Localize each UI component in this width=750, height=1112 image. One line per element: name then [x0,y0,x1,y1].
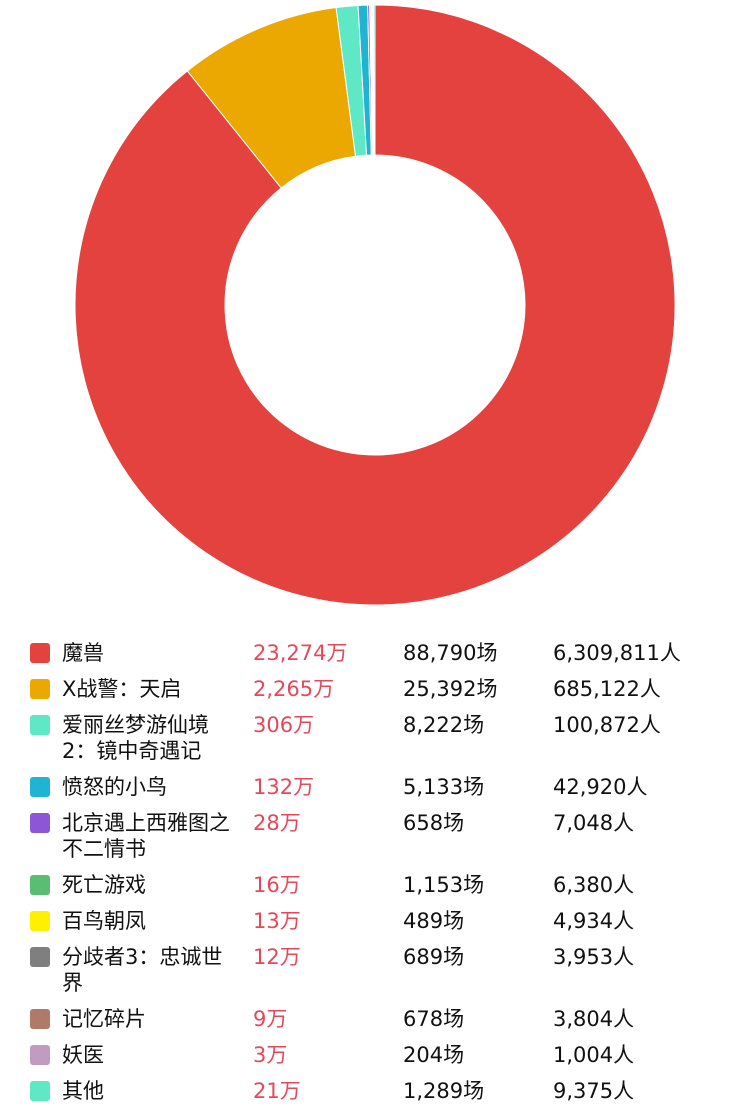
slice-0[interactable] [74,4,676,606]
legend-name: 愤怒的小鸟 [62,775,167,799]
legend-revenue: 23,274万 [253,641,348,665]
legend-swatch [30,875,50,895]
legend-swatch [30,911,50,931]
legend-shows: 25,392场 [403,677,498,701]
legend-revenue: 13万 [253,909,301,933]
legend-swatch [30,777,50,797]
legend-viewers: 4,934人 [553,909,635,933]
legend-name: 爱丽丝梦游仙境2：镜中奇遇记 [62,713,209,763]
legend-name: 分歧者3：忠诚世界 [62,945,223,995]
slice-10[interactable] [372,4,376,156]
legend-name: 百鸟朝凤 [62,909,146,933]
legend-swatch [30,643,50,663]
legend-shows: 689场 [403,945,465,969]
legend-swatch [30,947,50,967]
donut-chart [74,4,676,606]
legend-swatch [30,1009,50,1029]
legend-revenue: 306万 [253,713,315,737]
legend-revenue: 9万 [253,1007,288,1031]
legend-revenue: 12万 [253,945,301,969]
legend-viewers: 7,048人 [553,811,635,835]
legend-revenue: 132万 [253,775,315,799]
legend-viewers: 685,122人 [553,677,661,701]
legend-viewers: 6,380人 [553,873,635,897]
legend-shows: 5,133场 [403,775,485,799]
legend-viewers: 42,920人 [553,775,648,799]
legend-shows: 1,289场 [403,1079,485,1103]
legend-swatch [30,715,50,735]
legend-name: 北京遇上西雅图之不二情书 [62,811,230,861]
legend-shows: 658场 [403,811,465,835]
legend-revenue: 2,265万 [253,677,335,701]
legend-shows: 1,153场 [403,873,485,897]
legend-shows: 88,790场 [403,641,498,665]
legend-name: X战警：天启 [62,677,182,701]
legend-shows: 204场 [403,1043,465,1067]
legend-shows: 8,222场 [403,713,485,737]
legend-revenue: 3万 [253,1043,288,1067]
legend-viewers: 100,872人 [553,713,661,737]
legend-swatch [30,1081,50,1101]
legend-viewers: 6,309,811人 [553,641,681,665]
legend-swatch [30,1045,50,1065]
legend-name: 死亡游戏 [62,873,146,897]
legend-viewers: 3,953人 [553,945,635,969]
legend-revenue: 16万 [253,873,301,897]
legend-viewers: 9,375人 [553,1079,635,1103]
legend-viewers: 1,004人 [553,1043,635,1067]
legend-swatch [30,679,50,699]
legend-name: 其他 [62,1079,104,1103]
legend-viewers: 3,804人 [553,1007,635,1031]
legend-name: 记忆碎片 [62,1007,146,1031]
legend-name: 魔兽 [62,641,104,665]
legend-shows: 678场 [403,1007,465,1031]
legend-name: 妖医 [62,1043,104,1067]
legend-revenue: 21万 [253,1079,301,1103]
legend-revenue: 28万 [253,811,301,835]
legend-shows: 489场 [403,909,465,933]
legend-swatch [30,813,50,833]
